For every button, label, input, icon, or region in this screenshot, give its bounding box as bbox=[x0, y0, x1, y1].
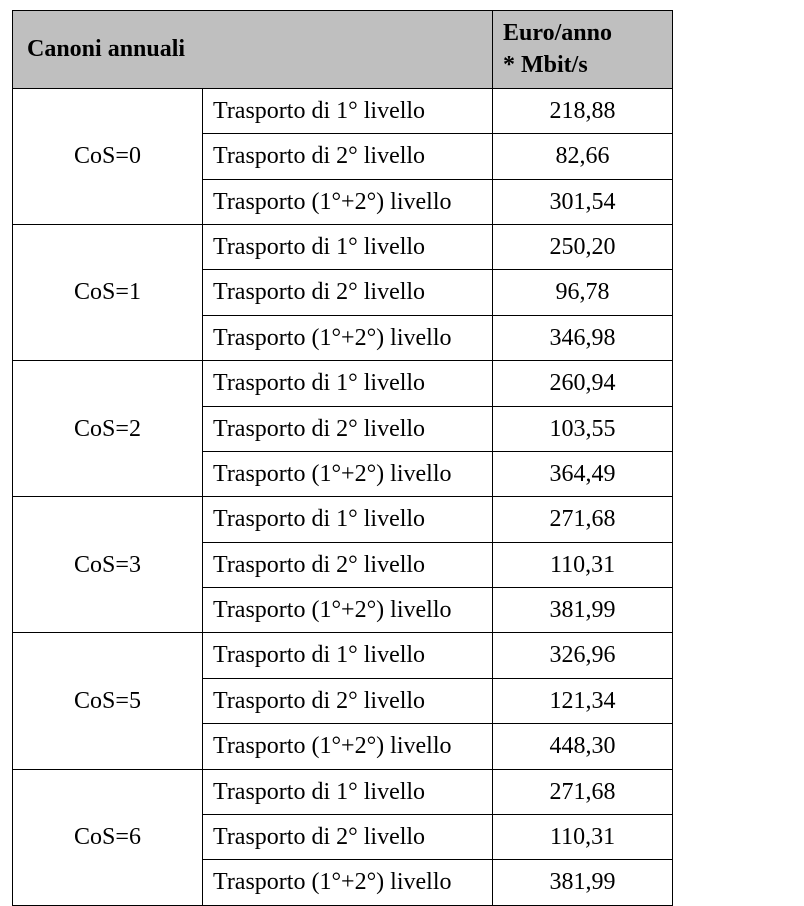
row-desc: Trasporto di 1° livello bbox=[203, 769, 493, 814]
row-desc: Trasporto di 1° livello bbox=[203, 224, 493, 269]
row-desc: Trasporto di 1° livello bbox=[203, 497, 493, 542]
row-desc: Trasporto (1°+2°) livello bbox=[203, 588, 493, 633]
table-row: CoS=3 Trasporto di 1° livello 271,68 bbox=[13, 497, 673, 542]
row-value: 218,88 bbox=[493, 88, 673, 133]
row-desc: Trasporto di 1° livello bbox=[203, 361, 493, 406]
row-desc: Trasporto (1°+2°) livello bbox=[203, 451, 493, 496]
row-desc: Trasporto di 2° livello bbox=[203, 542, 493, 587]
row-desc: Trasporto (1°+2°) livello bbox=[203, 860, 493, 905]
group-label: CoS=3 bbox=[13, 497, 203, 633]
table-body: CoS=0 Trasporto di 1° livello 218,88 Tra… bbox=[13, 88, 673, 905]
row-desc: Trasporto (1°+2°) livello bbox=[203, 179, 493, 224]
row-value: 301,54 bbox=[493, 179, 673, 224]
group-label: CoS=2 bbox=[13, 361, 203, 497]
row-value: 82,66 bbox=[493, 134, 673, 179]
row-desc: Trasporto (1°+2°) livello bbox=[203, 315, 493, 360]
row-value: 381,99 bbox=[493, 860, 673, 905]
row-desc: Trasporto di 2° livello bbox=[203, 134, 493, 179]
table-row: CoS=0 Trasporto di 1° livello 218,88 bbox=[13, 88, 673, 133]
row-value: 103,55 bbox=[493, 406, 673, 451]
table-header: Canoni annuali Euro/anno * Mbit/s bbox=[13, 11, 673, 89]
row-desc: Trasporto di 1° livello bbox=[203, 633, 493, 678]
row-value: 121,34 bbox=[493, 678, 673, 723]
row-value: 260,94 bbox=[493, 361, 673, 406]
row-value: 250,20 bbox=[493, 224, 673, 269]
table-row: CoS=6 Trasporto di 1° livello 271,68 bbox=[13, 769, 673, 814]
row-value: 96,78 bbox=[493, 270, 673, 315]
header-title: Canoni annuali bbox=[13, 11, 493, 89]
pricing-table: Canoni annuali Euro/anno * Mbit/s CoS=0 … bbox=[12, 10, 673, 906]
row-value: 271,68 bbox=[493, 769, 673, 814]
header-unit-line2: * Mbit/s bbox=[503, 52, 588, 78]
row-desc: Trasporto di 2° livello bbox=[203, 270, 493, 315]
group-label: CoS=6 bbox=[13, 769, 203, 905]
row-desc: Trasporto di 2° livello bbox=[203, 815, 493, 860]
header-unit-line1: Euro/anno bbox=[503, 20, 612, 46]
group-label: CoS=5 bbox=[13, 633, 203, 769]
page: Canoni annuali Euro/anno * Mbit/s CoS=0 … bbox=[0, 0, 804, 888]
row-value: 346,98 bbox=[493, 315, 673, 360]
table-row: CoS=1 Trasporto di 1° livello 250,20 bbox=[13, 224, 673, 269]
row-desc: Trasporto (1°+2°) livello bbox=[203, 724, 493, 769]
group-label: CoS=1 bbox=[13, 224, 203, 360]
row-value: 110,31 bbox=[493, 542, 673, 587]
row-desc: Trasporto di 2° livello bbox=[203, 406, 493, 451]
row-value: 364,49 bbox=[493, 451, 673, 496]
group-label: CoS=0 bbox=[13, 88, 203, 224]
table-row: CoS=5 Trasporto di 1° livello 326,96 bbox=[13, 633, 673, 678]
row-value: 448,30 bbox=[493, 724, 673, 769]
header-unit: Euro/anno * Mbit/s bbox=[493, 11, 673, 89]
header-row: Canoni annuali Euro/anno * Mbit/s bbox=[13, 11, 673, 89]
row-value: 326,96 bbox=[493, 633, 673, 678]
row-desc: Trasporto di 2° livello bbox=[203, 678, 493, 723]
row-desc: Trasporto di 1° livello bbox=[203, 88, 493, 133]
table-row: CoS=2 Trasporto di 1° livello 260,94 bbox=[13, 361, 673, 406]
row-value: 381,99 bbox=[493, 588, 673, 633]
row-value: 271,68 bbox=[493, 497, 673, 542]
row-value: 110,31 bbox=[493, 815, 673, 860]
